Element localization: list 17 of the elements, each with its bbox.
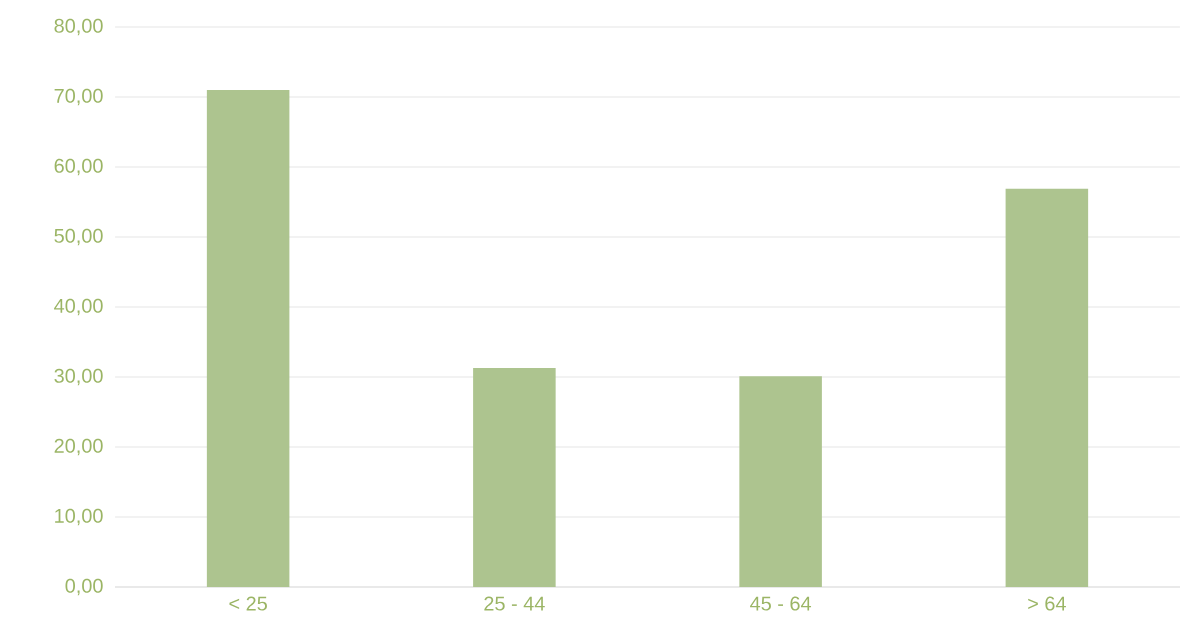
- y-tick-label: 10,00: [55, 508, 103, 526]
- y-tick-label: 50,00: [54, 228, 103, 246]
- y-tick-label: 70,00: [54, 88, 103, 106]
- y-tick-label: 30,00: [54, 368, 103, 386]
- bar: [1005, 188, 1089, 587]
- x-tick-label: 45 - 64: [750, 596, 812, 611]
- x-tick-label: > 64: [1028, 596, 1066, 611]
- y-tick-label: 0,00: [65, 578, 103, 596]
- bar: [473, 367, 556, 587]
- y-tick-label: 20,00: [54, 438, 103, 456]
- y-tick-label: 40,00: [54, 298, 103, 316]
- bar: [206, 89, 290, 587]
- x-tick-label: < 25: [229, 596, 267, 611]
- x-tick-label: 25 - 44: [484, 596, 545, 611]
- bar: [739, 376, 822, 587]
- y-tick-label: 80,00: [54, 18, 103, 36]
- y-tick-label: 60,00: [54, 158, 103, 176]
